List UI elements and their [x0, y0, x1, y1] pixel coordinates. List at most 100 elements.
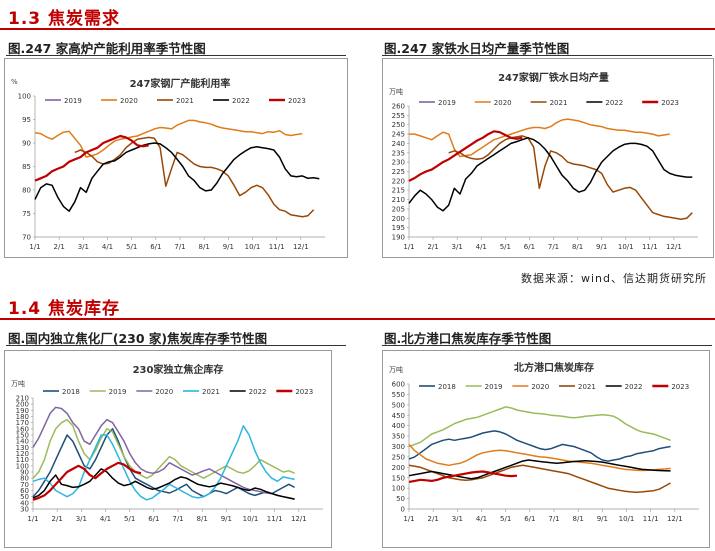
- legend-label: 2020: [531, 383, 549, 391]
- legend-label: 2020: [155, 388, 173, 396]
- caption-underline: [6, 345, 346, 346]
- y-tick-label: 100: [16, 462, 29, 470]
- y-tick-label: 190: [392, 234, 405, 242]
- chart-utilization-svg: 247家钢厂产能利用率% 70 75 80 85 90 95 100 1/1 2/1 3/1 4/1 5…: [11, 77, 325, 251]
- x-tick-label: 6/1: [148, 515, 159, 523]
- caption-underline: [382, 345, 712, 346]
- x-tick-label: 8/1: [572, 243, 583, 251]
- x-tick-label: 6/1: [150, 243, 161, 251]
- x-tick-label: 8/1: [573, 515, 584, 523]
- legend-label: 2018: [438, 383, 456, 391]
- y-tick-label: 195: [392, 224, 405, 232]
- y-tick-label: 200: [392, 215, 405, 223]
- section-divider: [0, 318, 715, 320]
- y-tick-label: 220: [392, 177, 405, 185]
- x-tick-label: 9/1: [221, 515, 232, 523]
- y-tick-label: 70: [22, 234, 31, 242]
- y-tick-label: 170: [16, 419, 29, 427]
- x-tick-label: 12/1: [291, 515, 307, 523]
- y-axis-unit: 万吨: [389, 365, 403, 374]
- x-tick-label: 2/1: [427, 243, 438, 251]
- legend-label: 2018: [62, 388, 80, 396]
- legend-label: 2019: [485, 383, 503, 391]
- x-tick-label: 5/1: [124, 515, 135, 523]
- x-tick-label: 4/1: [476, 515, 487, 523]
- y-tick-label: 140: [16, 438, 29, 446]
- legend-label: 2019: [64, 97, 82, 105]
- y-tick-label: 50: [20, 493, 29, 501]
- y-tick-label: 80: [20, 475, 29, 483]
- x-tick-label: 10/1: [243, 515, 259, 523]
- x-tick-label: 1/1: [29, 243, 40, 251]
- y-tick-label: 0: [401, 506, 405, 514]
- x-tick-label: 2/1: [428, 515, 439, 523]
- x-tick-label: 10/1: [245, 243, 261, 251]
- y-tick-label: 50: [396, 495, 405, 503]
- x-tick-label: 11/1: [267, 515, 283, 523]
- y-tick-label: 150: [16, 432, 29, 440]
- chart-utilization: 247家钢厂产能利用率% 70 75 80 85 90 95 100 1/1 2/1 3/1 4/1 5…: [4, 58, 348, 258]
- series-line-2022: [34, 142, 320, 212]
- y-tick-label: 205: [392, 205, 405, 213]
- x-tick-label: 2/1: [52, 515, 63, 523]
- x-tick-label: 1/1: [27, 515, 38, 523]
- series-line-2023: [408, 130, 523, 182]
- y-tick-label: 215: [392, 187, 405, 195]
- legend-label: 2020: [494, 99, 512, 107]
- legend-label: 2023: [661, 99, 679, 107]
- x-tick-label: 2/1: [54, 243, 65, 251]
- series-line-2020: [409, 118, 670, 158]
- section-title-demand: 1.3 焦炭需求: [8, 9, 121, 29]
- series-line-2018: [32, 428, 295, 498]
- y-tick-label: 250: [392, 121, 405, 129]
- x-tick-label: 7/1: [174, 243, 185, 251]
- y-tick-label: 210: [16, 395, 29, 403]
- legend-label: 2021: [202, 388, 220, 396]
- y-tick-label: 180: [16, 413, 29, 421]
- data-source-note: 数据来源：wind、信达期货研究所: [520, 272, 707, 285]
- y-tick-label: 245: [392, 131, 405, 139]
- y-tick-label: 85: [22, 163, 31, 171]
- chart-title: 247家钢厂产能利用率: [130, 77, 231, 90]
- legend-label: 2022: [232, 97, 250, 105]
- y-tick-label: 255: [392, 112, 405, 120]
- x-tick-label: 3/1: [76, 515, 87, 523]
- legend-label: 2022: [625, 383, 643, 391]
- y-tick-label: 80: [22, 187, 31, 195]
- x-tick-label: 11/1: [642, 243, 658, 251]
- x-tick-label: 9/1: [596, 243, 607, 251]
- chart-port-inventory-svg: 北方港口焦炭库存 万吨 0 50 100 150 200 250 300 350 400 450 500…: [389, 361, 699, 523]
- x-tick-label: 1/1: [403, 515, 414, 523]
- series-line-2019: [408, 406, 671, 448]
- series-line-2022: [32, 468, 295, 500]
- chart-title: 北方港口焦炭库存: [514, 361, 594, 374]
- y-tick-label: 60: [20, 487, 29, 495]
- series-line-2023: [408, 470, 518, 483]
- series-line-2021: [448, 135, 693, 220]
- caption-underline: [6, 55, 346, 56]
- y-tick-label: 260: [392, 103, 405, 111]
- legend-label: 2023: [671, 383, 689, 391]
- x-tick-label: 4/1: [100, 515, 111, 523]
- y-tick-label: 90: [20, 469, 29, 477]
- legend-label: 2023: [288, 97, 306, 105]
- x-tick-label: 8/1: [199, 243, 210, 251]
- y-tick-label: 300: [392, 443, 405, 451]
- x-tick-label: 7/1: [548, 243, 559, 251]
- x-tick-label: 11/1: [643, 515, 659, 523]
- y-tick-label: 235: [392, 149, 405, 157]
- x-tick-label: 9/1: [597, 515, 608, 523]
- y-tick-label: 100: [18, 93, 31, 101]
- y-tick-label: 75: [22, 210, 31, 218]
- series-line-2021: [74, 136, 315, 218]
- y-tick-label: 350: [392, 433, 405, 441]
- legend-label: 2021: [550, 99, 568, 107]
- series-line-2020: [34, 119, 303, 158]
- x-tick-label: 5/1: [500, 243, 511, 251]
- x-tick-label: 3/1: [78, 243, 89, 251]
- y-tick-label: 150: [392, 474, 405, 482]
- x-tick-label: 11/1: [269, 243, 285, 251]
- y-tick-label: 120: [16, 450, 29, 458]
- x-tick-label: 1/1: [403, 243, 414, 251]
